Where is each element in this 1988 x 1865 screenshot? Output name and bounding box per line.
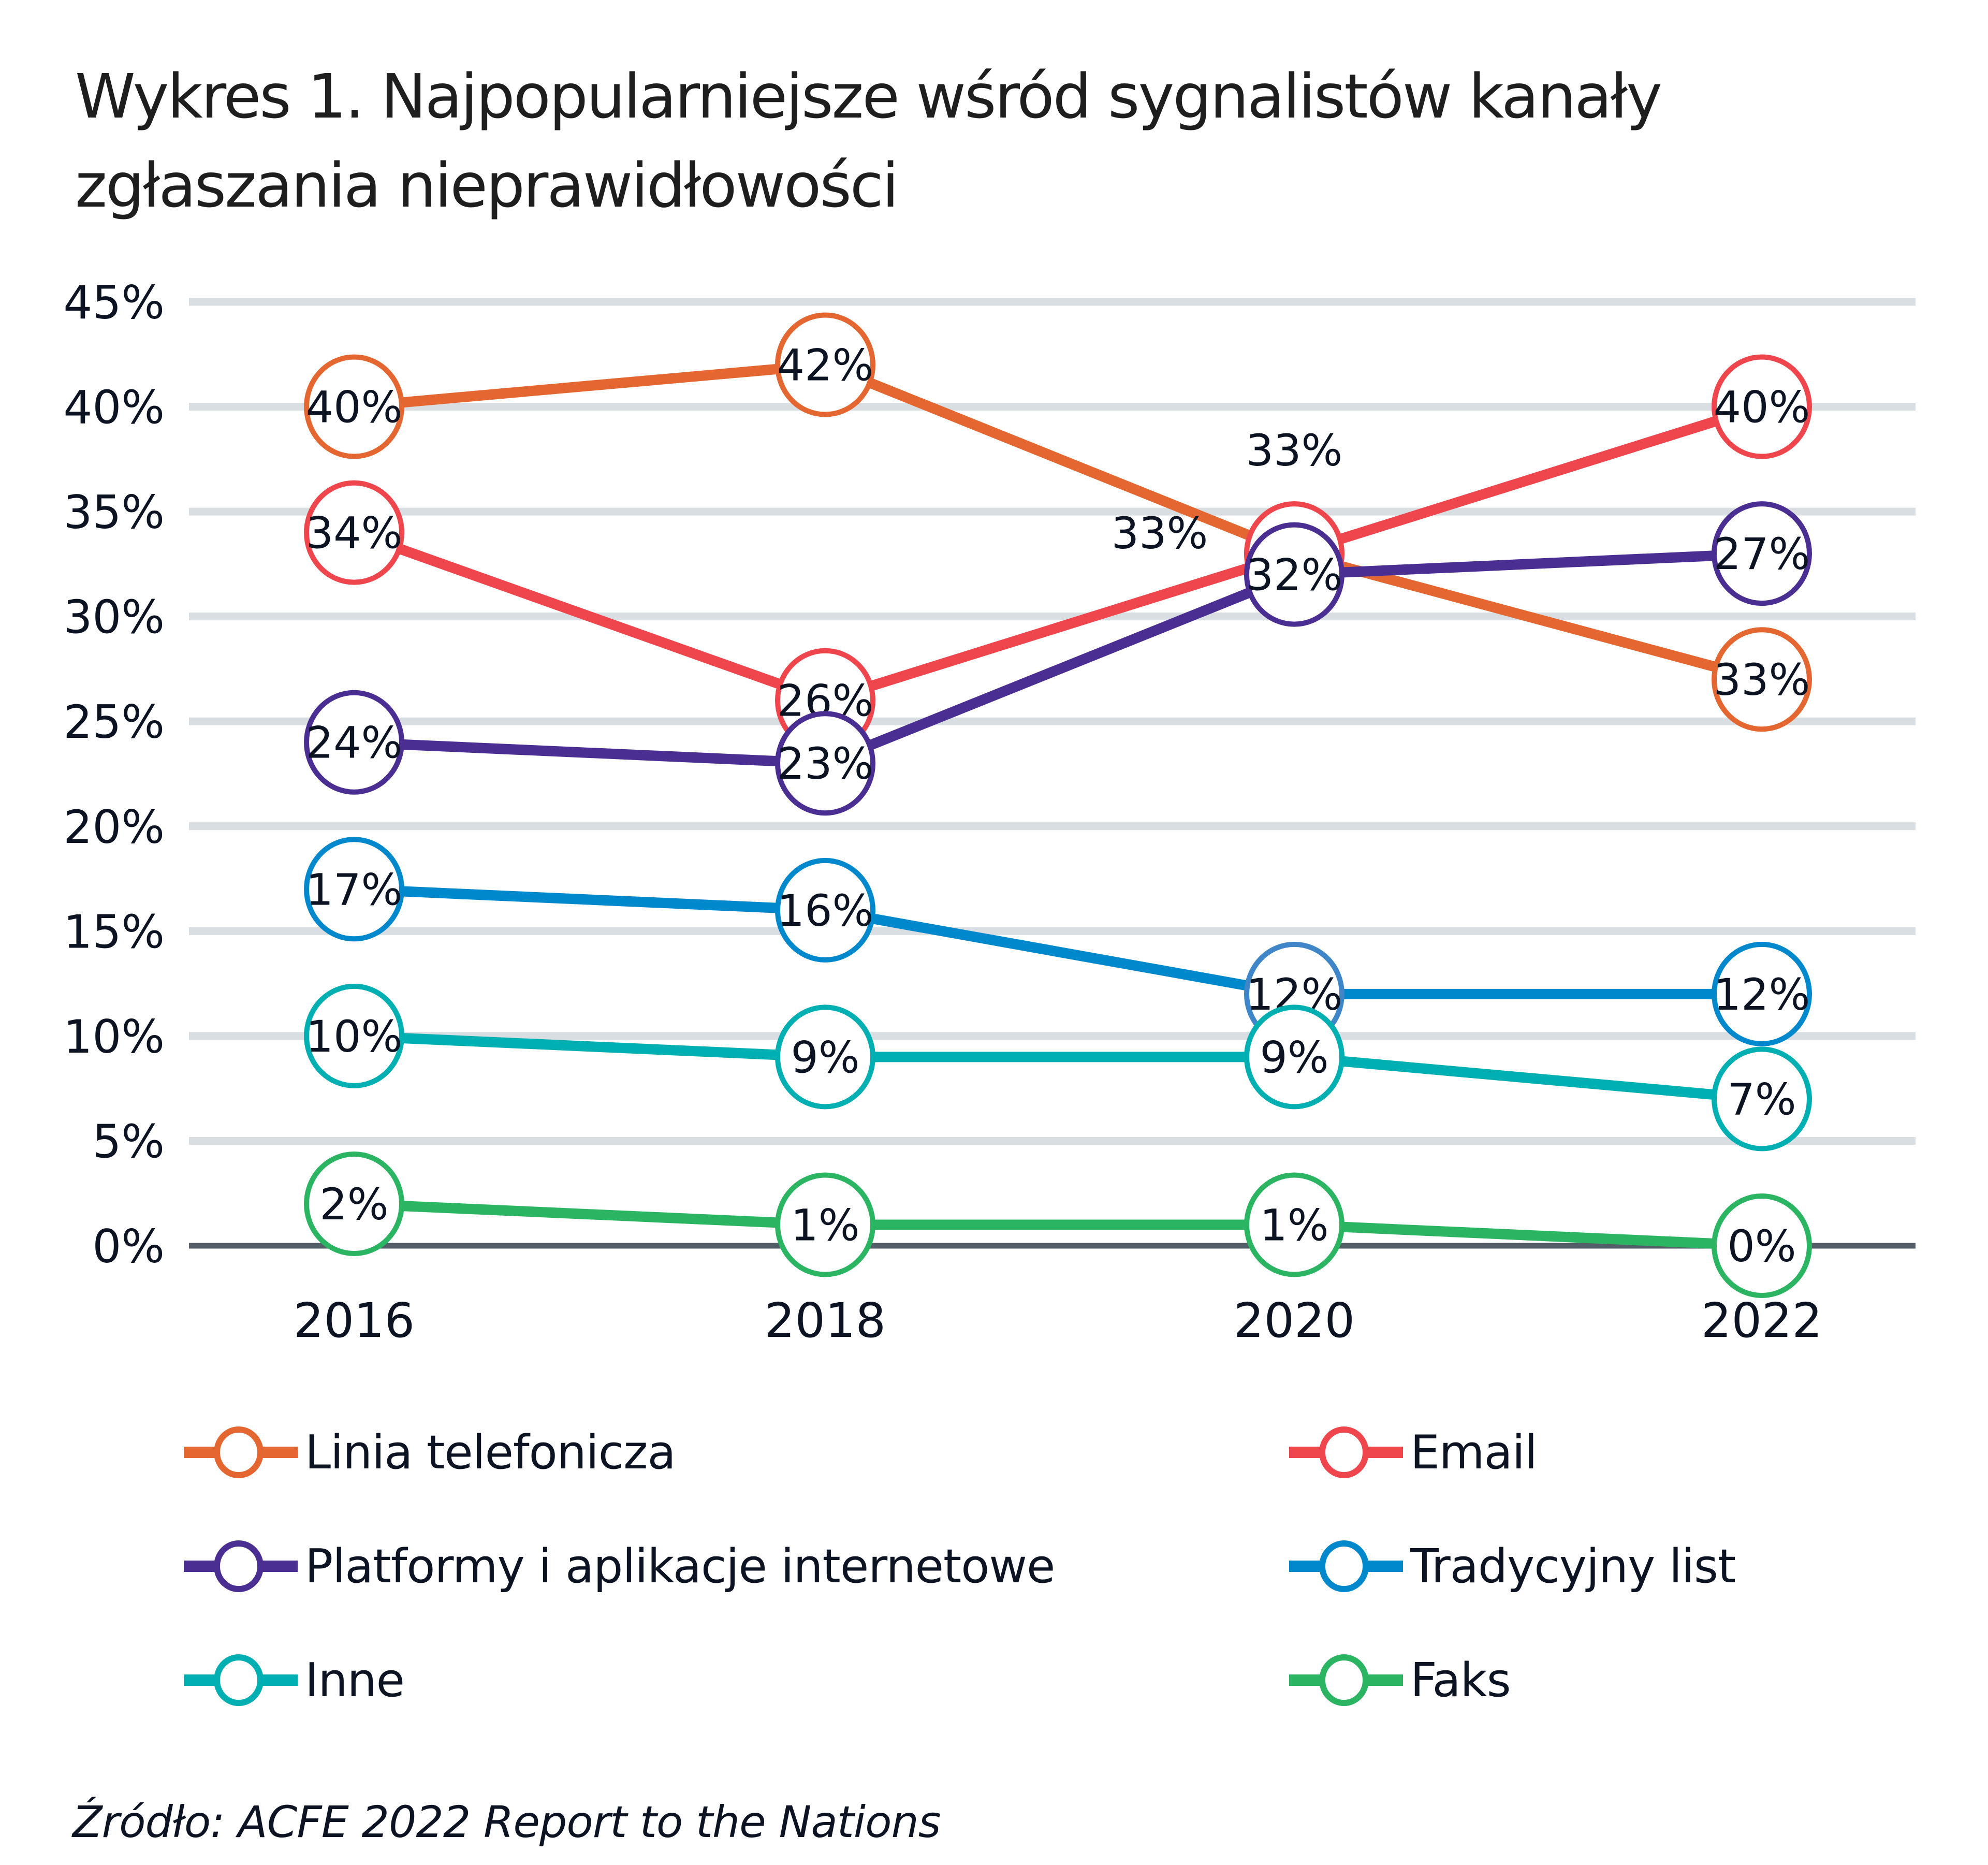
y-tick-label: 0% (92, 1220, 165, 1273)
legend-item: Inne (184, 1649, 405, 1711)
legend-item: Faks (1289, 1649, 1511, 1711)
y-tick-label: 5% (92, 1115, 165, 1168)
data-label: 12% (1714, 969, 1810, 1020)
legend-line-marker-icon (1289, 1540, 1403, 1592)
series-line-linia-telefonicza (354, 359, 1763, 684)
series-line-tradycyjny-list (354, 884, 1762, 999)
y-tick-label: 10% (63, 1010, 165, 1063)
legend-line-marker-icon (184, 1426, 298, 1478)
legend-label: Platformy i aplikacje internetowe (305, 1539, 1055, 1594)
data-label: 32% (1246, 550, 1343, 601)
data-label: 2% (319, 1179, 388, 1230)
series-markers: 40%42%33%34%26%40%24% 23%32% 27%17% 16%12% 1… (304, 312, 1812, 1298)
data-label: 33% (1246, 425, 1343, 476)
data-point-marker (1712, 1193, 1812, 1298)
data-point-marker (1712, 941, 1812, 1046)
legend-item: Platformy i aplikacje internetowe (184, 1535, 1055, 1597)
data-point-marker (1712, 501, 1812, 606)
legend-item: Tradycyjny list (1289, 1535, 1736, 1597)
data-label: 1% (791, 1200, 859, 1250)
chart-title: Wykres 1. Najpopularniejsze wśród sygnal… (75, 52, 1887, 230)
legend-line-marker-icon (184, 1540, 298, 1592)
legend-label: Tradycyjny list (1410, 1539, 1736, 1594)
legend-item: Email (1289, 1421, 1538, 1483)
y-tick-label: 20% (63, 800, 165, 854)
series-line-inne (354, 1030, 1762, 1104)
data-point-marker (1244, 1004, 1344, 1110)
data-point-marker (1244, 1172, 1344, 1277)
data-label: 7% (1727, 1074, 1796, 1125)
x-tick-label: 2016 (294, 1293, 415, 1348)
x-tick-label: 2022 (1701, 1293, 1822, 1348)
data-point-marker (304, 480, 404, 585)
y-tick-label: 40% (63, 381, 165, 434)
legend-label: Email (1410, 1425, 1538, 1480)
y-tick-label: 45% (63, 276, 165, 329)
source-note: Źródło: ACFE 2022 Report to the Nations (72, 1797, 941, 1847)
data-label: 40% (1714, 382, 1810, 433)
data-label: 17% (306, 864, 403, 915)
y-axis-tick-labels: 0% 5% 10% 15% 20% 25% 30% 35% 40% 45% (63, 276, 165, 1273)
data-point-marker (304, 690, 404, 795)
data-point-marker (775, 1172, 875, 1277)
data-label: 9% (1260, 1032, 1328, 1083)
data-point-marker (304, 983, 404, 1088)
legend-label: Linia telefonicza (305, 1425, 676, 1480)
data-point-marker (1244, 522, 1344, 627)
data-label: 24% (306, 718, 403, 768)
data-point-marker (1712, 354, 1812, 459)
data-label: 9% (791, 1032, 859, 1083)
data-label: 10% (306, 1011, 403, 1062)
x-tick-label: 2020 (1234, 1293, 1355, 1348)
x-tick-label: 2018 (765, 1293, 886, 1348)
data-label: 34% (306, 508, 403, 559)
legend-item: Linia telefonicza (184, 1421, 676, 1483)
data-point-marker (775, 857, 875, 963)
annotations: 33% 33% (1112, 425, 1343, 559)
data-point-marker (304, 837, 404, 942)
data-point-marker (775, 1004, 875, 1110)
y-tick-label: 15% (63, 905, 165, 958)
data-point-marker (304, 1151, 404, 1256)
data-point-marker (1712, 1046, 1812, 1152)
data-label: 16% (777, 885, 874, 936)
data-point-marker (775, 711, 875, 816)
data-point-marker (1712, 627, 1812, 732)
data-label: 33% (1112, 508, 1208, 559)
data-label: 0% (1727, 1221, 1796, 1272)
legend-label: Inne (305, 1653, 405, 1708)
data-point-marker (775, 312, 875, 417)
data-label: 40% (306, 382, 403, 433)
legend-line-marker-icon (184, 1654, 298, 1706)
data-label: 1% (1260, 1200, 1328, 1250)
data-label: 23% (777, 738, 874, 789)
chart-title-line-1: Wykres 1. Najpopularniejsze wśród sygnal… (75, 61, 1662, 132)
series-line-email (352, 402, 1763, 706)
data-label: 33% (1714, 654, 1810, 705)
y-tick-label: 25% (63, 695, 165, 749)
chart-title-line-2: zgłaszania nieprawidłowości (75, 150, 899, 221)
series-line-platformy-i-aplikacje-internetowe (354, 548, 1762, 769)
legend-label: Faks (1410, 1653, 1511, 1708)
data-point-marker (304, 354, 404, 459)
series-line-faks (354, 1198, 1762, 1251)
x-axis-tick-labels: 2016 2018 2020 2022 (294, 1293, 1822, 1348)
gridlines (189, 298, 1916, 1249)
y-tick-label: 30% (63, 591, 165, 644)
legend-line-marker-icon (1289, 1654, 1403, 1706)
data-label: 42% (777, 340, 874, 391)
y-tick-label: 35% (63, 486, 165, 539)
series-lines (352, 359, 1763, 1251)
data-label: 27% (1714, 529, 1810, 579)
legend-line-marker-icon (1289, 1426, 1403, 1478)
